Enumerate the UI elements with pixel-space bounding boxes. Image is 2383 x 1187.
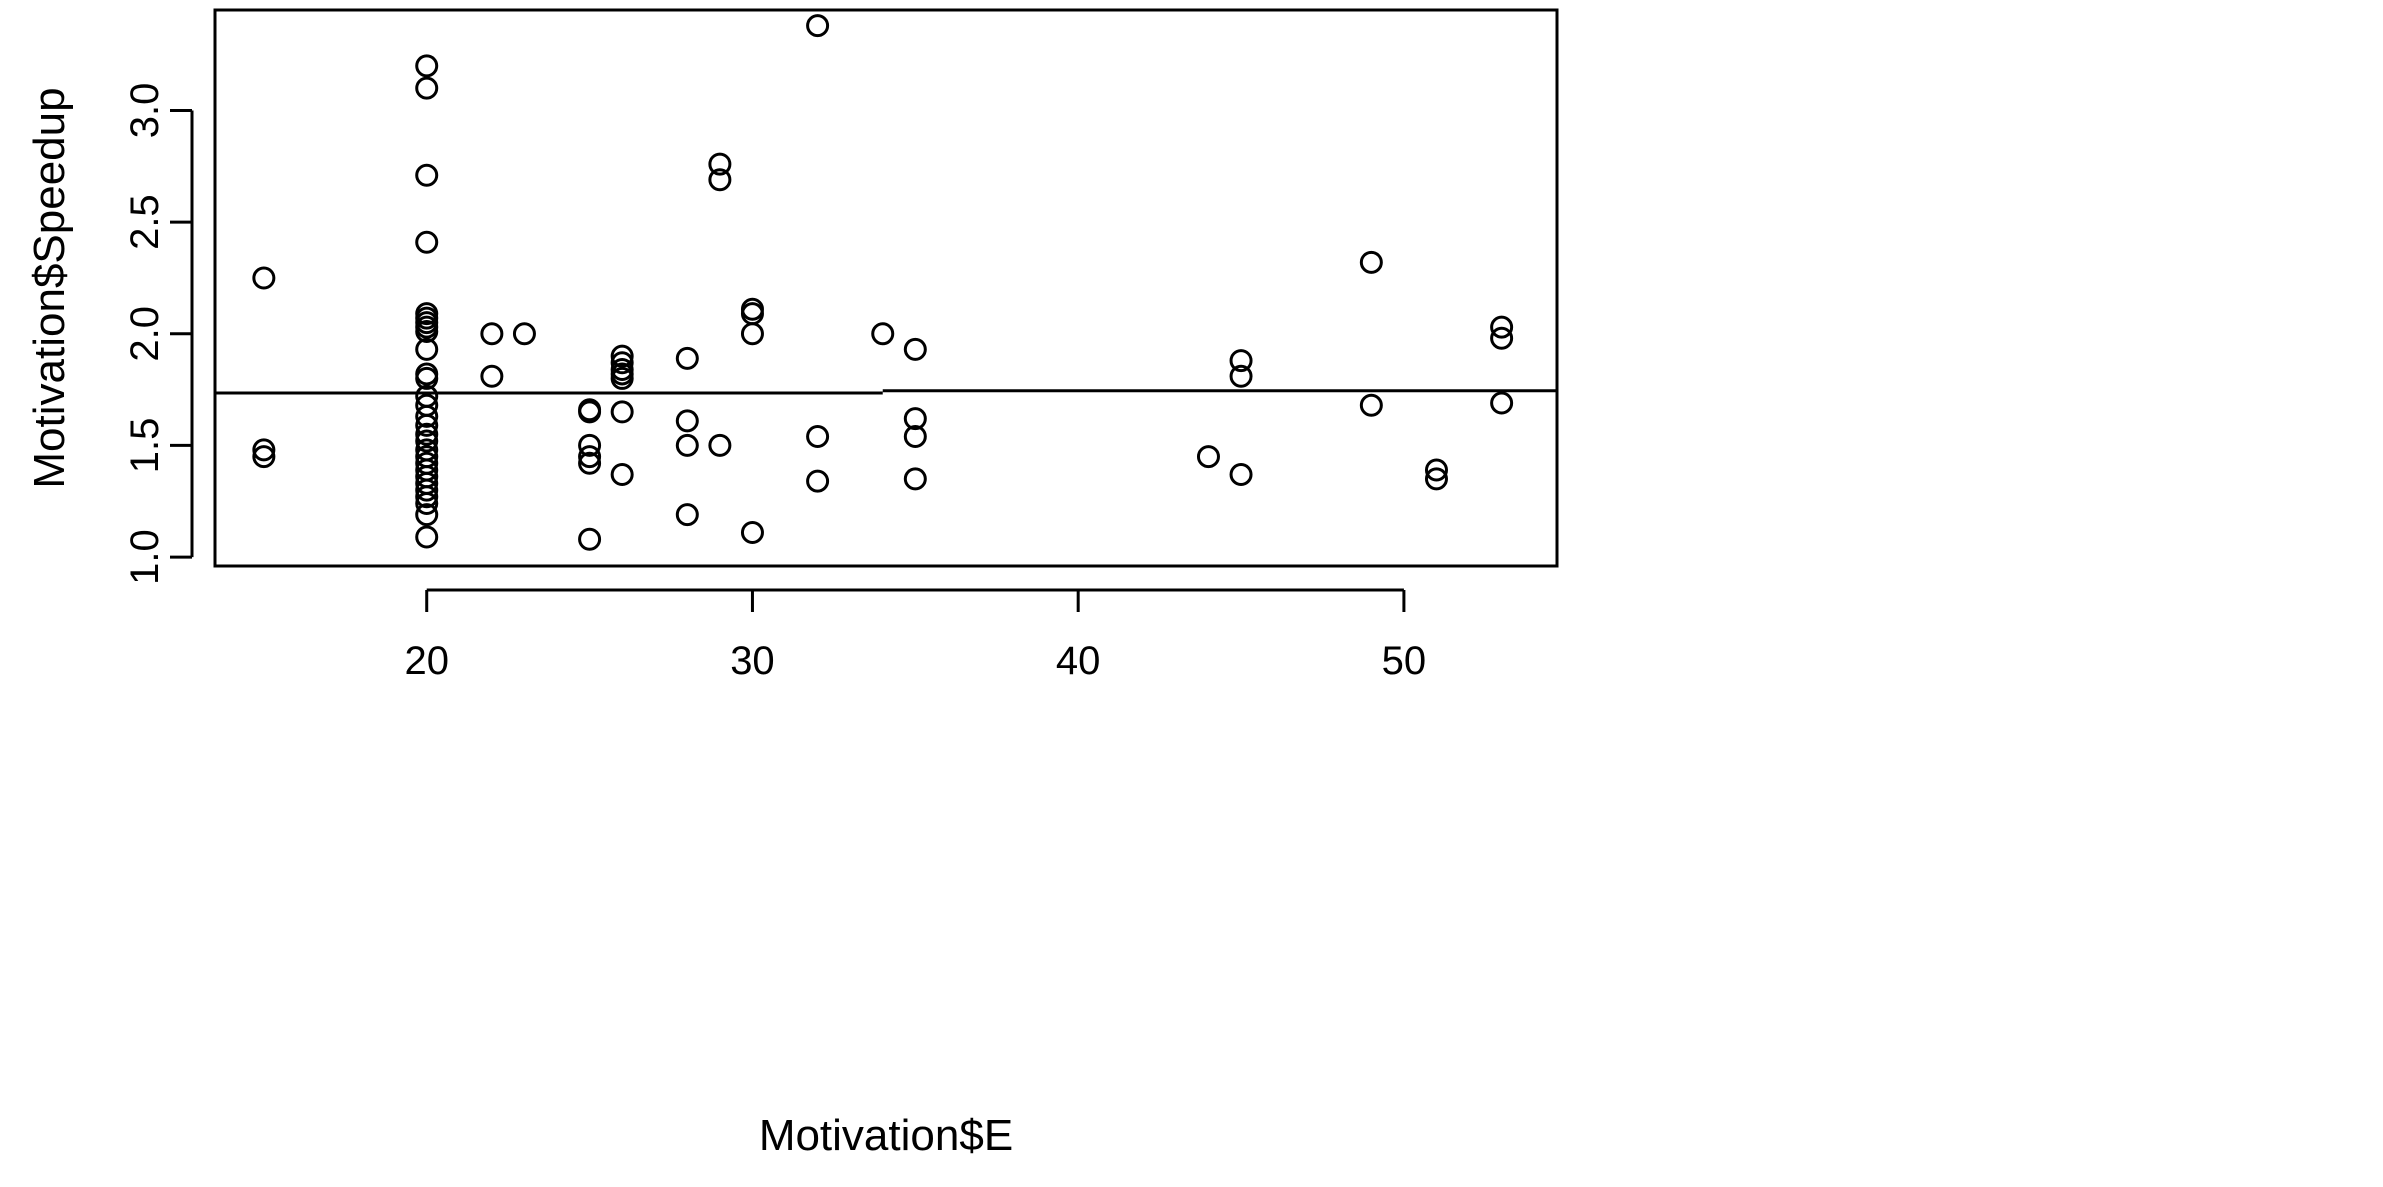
data-point (1424, 467, 1448, 491)
y-tick-label: 1.5 (123, 418, 167, 474)
y-tick-label: 3.0 (123, 83, 167, 139)
data-point (480, 364, 504, 388)
data-point (740, 521, 764, 545)
data-point (415, 163, 439, 187)
data-point (1490, 326, 1514, 350)
data-point (415, 54, 439, 78)
data-point (708, 433, 732, 457)
data-point (415, 366, 439, 390)
data-point (415, 337, 439, 361)
data-point (1490, 391, 1514, 415)
data-point (415, 503, 439, 527)
y-axis-title: Motivation$Speedup (25, 87, 74, 488)
data-point (806, 469, 830, 493)
x-axis: 20 30 40 50 (404, 588, 1427, 683)
data-point (675, 346, 699, 370)
data-point (480, 322, 504, 346)
data-point (1229, 349, 1253, 373)
data-point (252, 266, 276, 290)
data-point (675, 503, 699, 527)
data-points (252, 14, 1514, 551)
data-point (1490, 315, 1514, 339)
data-point (252, 438, 276, 462)
data-point (415, 422, 439, 446)
data-point (806, 424, 830, 448)
fit-lines (215, 389, 1557, 395)
data-point (512, 322, 536, 346)
data-point (578, 400, 602, 424)
data-point (578, 527, 602, 551)
data-point (1229, 364, 1253, 388)
data-point (1359, 393, 1383, 417)
data-point (871, 322, 895, 346)
data-point (903, 337, 927, 361)
data-point (1229, 462, 1253, 486)
x-tick-label: 40 (1056, 639, 1101, 683)
data-point (415, 413, 439, 437)
data-point (610, 351, 634, 375)
plot-frame (213, 8, 1559, 568)
data-point (1424, 458, 1448, 482)
data-point (903, 467, 927, 491)
data-point (578, 433, 602, 457)
data-point (415, 404, 439, 428)
x-tick-label: 30 (730, 639, 775, 683)
data-point (1359, 250, 1383, 274)
y-tick-label: 2.5 (123, 194, 167, 250)
data-point (806, 14, 830, 38)
data-point (903, 424, 927, 448)
y-tick-label: 2.0 (123, 306, 167, 362)
data-point (708, 168, 732, 192)
x-axis-title: Motivation$E (759, 1111, 1013, 1160)
data-point (415, 320, 439, 344)
data-point (415, 429, 439, 453)
data-point (578, 445, 602, 469)
data-point (708, 152, 732, 176)
data-point (415, 76, 439, 100)
data-point (1196, 445, 1220, 469)
data-point (415, 478, 439, 502)
data-point (610, 366, 634, 390)
data-point (415, 491, 439, 515)
y-axis: 1.0 1.5 2.0 2.5 3.0 (123, 83, 194, 585)
data-point (675, 409, 699, 433)
x-tick-label: 20 (404, 639, 449, 683)
y-tick-label: 1.0 (123, 529, 167, 585)
data-point (610, 462, 634, 486)
data-point (252, 445, 276, 469)
data-point (740, 322, 764, 346)
data-point (610, 344, 634, 368)
x-tick-label: 50 (1382, 639, 1427, 683)
data-point (415, 230, 439, 254)
data-point (903, 407, 927, 431)
data-point (610, 400, 634, 424)
data-point (415, 485, 439, 509)
data-point (578, 451, 602, 475)
data-point (415, 525, 439, 549)
data-point (675, 433, 699, 457)
